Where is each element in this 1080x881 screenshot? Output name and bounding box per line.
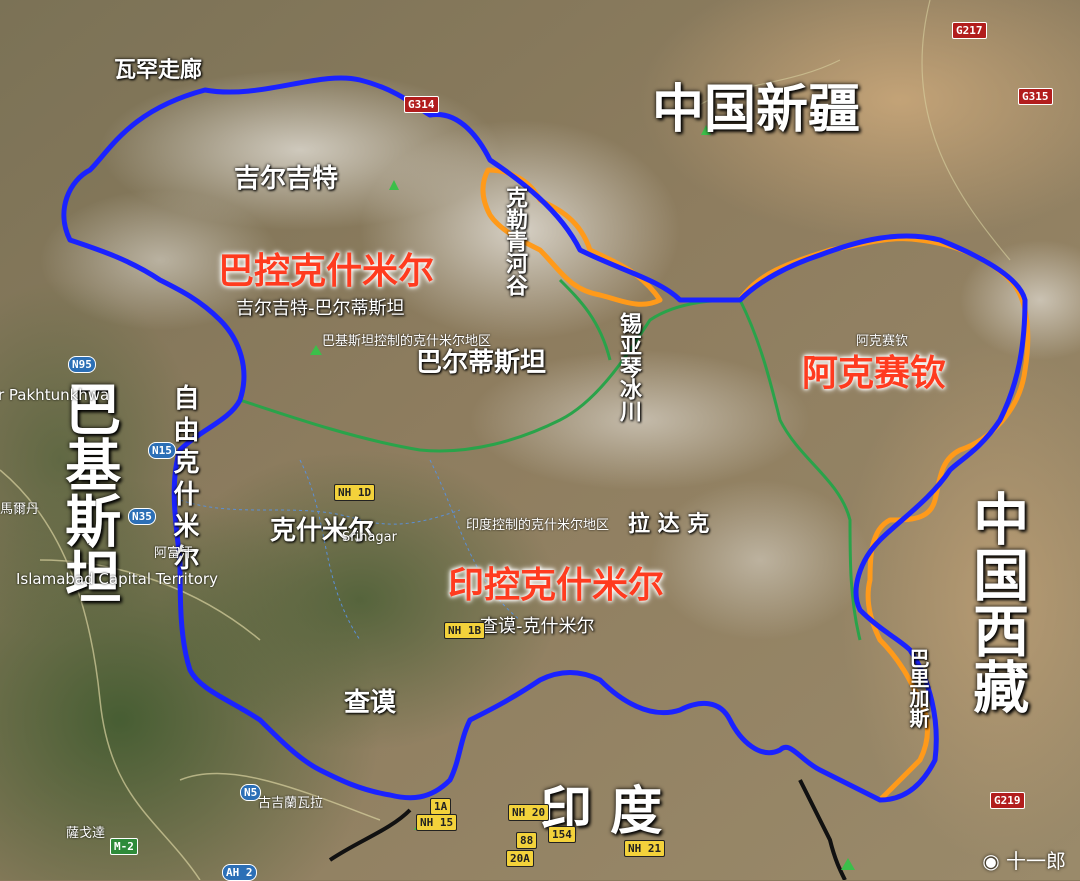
label-jammu-kashmir: 查谟-克什米尔 (480, 616, 595, 637)
weibo-icon: ◉ (982, 849, 1006, 873)
label-pakistan: 巴基斯坦 (55, 380, 121, 604)
label-islamabad: Islamabad Capital Territory (16, 570, 218, 588)
road-g219: G219 (990, 792, 1025, 809)
road-n5: N5 (240, 784, 262, 801)
label-jammu: 查谟 (344, 688, 397, 718)
label-pk-admin: 巴基斯坦控制的克什米尔地区 (322, 334, 492, 349)
watermark-text: 十一郎 (1006, 849, 1066, 873)
label-ladakh: 拉 达 克 (628, 512, 710, 537)
road-g315: G315 (1018, 88, 1053, 105)
road-m2: M-2 (110, 838, 138, 855)
road-g314: G314 (404, 96, 439, 113)
label-china-xinjiang: 中国新疆 (652, 80, 861, 140)
label-shaksgam: 克勒青河谷 (502, 186, 527, 296)
label-china-tibet: 中国西藏 (963, 490, 1029, 714)
label-srinagar: Srinagar (342, 530, 397, 545)
label-bari: 巴里加斯 (906, 648, 930, 728)
label-sargodha: 薩戈達 (66, 826, 106, 841)
road-nh20: NH 20 (508, 804, 550, 821)
label-in-admin: 印度控制的克什米尔地区 (466, 518, 610, 533)
road-nh154: 154 (548, 826, 576, 843)
label-siachen: 锡亚琴冰川 (616, 312, 641, 422)
road-n15: N15 (148, 442, 176, 459)
road-g217: G217 (952, 22, 987, 39)
road-nh88: 88 (516, 832, 538, 849)
label-wakhan: 瓦罕走廊 (114, 58, 203, 83)
label-afghan: 阿富汗 (154, 546, 194, 561)
road-n95: N95 (68, 356, 96, 373)
label-aksai-small: 阿克赛钦 (856, 334, 909, 349)
road-nh1d: NH 1D (334, 484, 376, 501)
label-gujranwala: 古吉蘭瓦拉 (258, 796, 324, 811)
watermark: ◉ 十一郎 (982, 845, 1066, 874)
road-nh1b: NH 1B (444, 622, 486, 639)
road-nh1a: 1A (430, 798, 452, 815)
road-n35: N35 (128, 508, 156, 525)
label-kashmir: 克什米尔 (270, 516, 375, 546)
label-pak-kashmir: 巴控克什米尔 (218, 251, 435, 292)
label-azad-kashmir: 自由克什米尔 (169, 384, 199, 576)
label-gilgit: 吉尔吉特 (234, 164, 339, 194)
road-ah2: AH 2 (222, 864, 257, 881)
label-gilgit-baltistan: 吉尔吉特-巴尔蒂斯坦 (236, 298, 405, 319)
label-aksai-chin: 阿克赛钦 (802, 353, 947, 394)
label-mardan: 馬爾丹 (0, 502, 40, 517)
label-ind-kashmir: 印控克什米尔 (448, 565, 665, 606)
road-nh15: NH 15 (416, 814, 458, 831)
road-nh20a: 20A (506, 850, 534, 867)
label-baltistan: 巴尔蒂斯坦 (416, 348, 547, 378)
road-nh21: NH 21 (624, 840, 666, 857)
label-pakhtun: r Pakhtunkhwa (0, 386, 110, 404)
